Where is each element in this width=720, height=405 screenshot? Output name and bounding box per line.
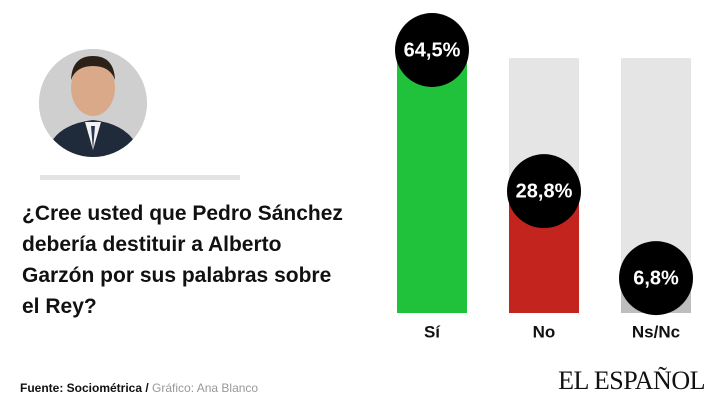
- chart-title: ¿Cree usted que Pedro Sánchez debería de…: [22, 202, 343, 318]
- value-label: 6,8%: [633, 267, 679, 289]
- value-label: 64,5%: [404, 39, 461, 61]
- credit: Gráfico: Ana Blanco: [152, 381, 259, 395]
- x-tick-label: Sí: [424, 322, 441, 341]
- value-badge: [619, 241, 693, 316]
- divider: [40, 175, 240, 180]
- brand-logo: EL ESPAÑOL: [558, 366, 705, 395]
- source-text: Fuente: Sociométrica /: [20, 381, 149, 395]
- value-label: 28,8%: [516, 180, 573, 202]
- source: Fuente: Sociométrica / Gráfico: Ana Blan…: [20, 381, 258, 395]
- value-badge: [395, 13, 469, 87]
- x-tick-label: No: [533, 322, 556, 341]
- x-tick-label: Ns/Nc: [632, 322, 680, 341]
- bar: [397, 58, 467, 313]
- portrait: [39, 49, 147, 157]
- value-badge: [507, 154, 581, 229]
